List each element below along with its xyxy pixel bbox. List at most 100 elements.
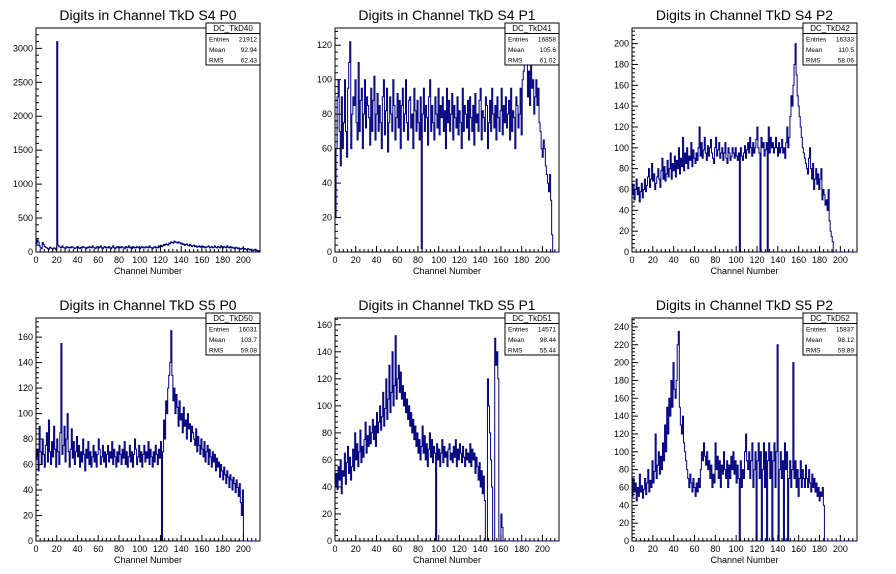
y-tick-label: 0 xyxy=(624,536,629,546)
x-tick-label: 0 xyxy=(332,255,337,265)
y-tick-label: 0 xyxy=(327,536,332,546)
x-tick-label: 120 xyxy=(749,544,764,554)
stats-value-rms: 61.02 xyxy=(540,58,557,65)
y-tick-label: 80 xyxy=(619,164,629,174)
stats-name: DC_TkD52 xyxy=(810,314,850,323)
y-tick-label: 20 xyxy=(322,213,332,223)
y-tick-label: 100 xyxy=(317,401,332,411)
y-tick-label: 0 xyxy=(624,247,629,257)
y-tick-label: 40 xyxy=(322,178,332,188)
y-tick-label: 120 xyxy=(317,40,332,50)
stats-value-rms: 55.44 xyxy=(540,348,557,355)
stats-value-rms: 58.06 xyxy=(838,58,855,65)
x-tick-label: 160 xyxy=(194,544,209,554)
y-tick-label: 100 xyxy=(18,409,33,419)
y-tick-label: 180 xyxy=(614,59,629,69)
y-tick-label: 500 xyxy=(18,213,33,223)
x-tick-label: 180 xyxy=(812,544,827,554)
histogram-line xyxy=(632,43,857,253)
x-tick-label: 60 xyxy=(93,544,103,554)
x-tick-label: 100 xyxy=(729,544,744,554)
x-tick-label: 200 xyxy=(236,255,251,265)
x-tick-label: 100 xyxy=(431,255,446,265)
x-tick-label: 20 xyxy=(648,255,658,265)
x-tick-label: 200 xyxy=(535,255,550,265)
stats-label-rms: RMS xyxy=(508,58,523,65)
y-tick-label: 3000 xyxy=(13,43,33,53)
stats-box: DC_TkD52 Entries 15837 Mean 98.12 RMS 59.89 xyxy=(802,312,858,356)
x-tick-label: 120 xyxy=(452,255,467,265)
x-tick-label: 160 xyxy=(194,255,209,265)
y-tick-label: 100 xyxy=(614,143,629,153)
stats-value-entries: 15837 xyxy=(836,327,854,334)
x-tick-label: 80 xyxy=(710,544,720,554)
x-tick-label: 180 xyxy=(514,544,529,554)
x-tick-label: 160 xyxy=(791,544,806,554)
y-tick-label: 0 xyxy=(28,247,33,257)
x-tick-label: 200 xyxy=(833,255,848,265)
y-tick-label: 60 xyxy=(322,144,332,154)
stats-label-entries: Entries xyxy=(806,37,827,44)
y-tick-label: 2000 xyxy=(13,111,33,121)
y-tick-label: 80 xyxy=(322,109,332,119)
stats-name: DC_TkD42 xyxy=(810,24,850,33)
x-tick-label: 60 xyxy=(392,255,402,265)
x-tick-label: 0 xyxy=(33,544,38,554)
y-tick-label: 60 xyxy=(23,460,33,470)
stats-box-frame xyxy=(504,22,560,66)
y-tick-label: 160 xyxy=(614,80,629,90)
x-tick-label: 40 xyxy=(669,544,679,554)
y-tick-label: 40 xyxy=(23,485,33,495)
histogram-line xyxy=(335,335,559,542)
y-tick-label: 80 xyxy=(619,465,629,475)
x-tick-label: 200 xyxy=(833,544,848,554)
histogram-panel-2: Digits in Channel TkD S4 P1 0 20 40 60 80 100 1… xyxy=(317,7,560,276)
x-tick-label: 20 xyxy=(351,544,361,554)
x-tick-label: 80 xyxy=(710,255,720,265)
y-tick-label: 1000 xyxy=(13,179,33,189)
stats-value-rms: 62.43 xyxy=(241,58,258,65)
histogram-line xyxy=(632,330,857,542)
stats-name: DC_TkD40 xyxy=(213,24,253,33)
histogram-panel-1: Digits in Channel TkD S4 P0 0 20 40 60 80 100 1… xyxy=(13,7,261,276)
y-tick-label: 20 xyxy=(23,511,33,521)
x-tick-label: 180 xyxy=(514,255,529,265)
stats-label-mean: Mean xyxy=(806,47,823,54)
stats-value-mean: 98.44 xyxy=(540,337,557,344)
chart-title: Digits in Channel TkD S4 P2 xyxy=(656,7,833,23)
y-tick-label: 140 xyxy=(614,101,629,111)
x-tick-label: 80 xyxy=(114,255,124,265)
stats-label-rms: RMS xyxy=(209,348,224,355)
x-tick-label: 120 xyxy=(153,255,168,265)
x-tick-label: 40 xyxy=(371,544,381,554)
y-tick-label: 1500 xyxy=(13,145,33,155)
y-tick-label: 120 xyxy=(18,383,33,393)
y-tick-label: 40 xyxy=(619,205,629,215)
y-tick-label: 100 xyxy=(317,75,332,85)
chart-title: Digits in Channel TkD S5 P2 xyxy=(656,297,833,313)
x-tick-label: 160 xyxy=(791,255,806,265)
histogram-panel-4: Digits in Channel TkD S5 P0 0 20 40 60 80 100 1… xyxy=(18,297,261,565)
x-tick-label: 20 xyxy=(52,544,62,554)
y-tick-label: 60 xyxy=(619,482,629,492)
chart-title: Digits in Channel TkD S5 P0 xyxy=(59,297,236,313)
y-tick-label: 160 xyxy=(614,393,629,403)
stats-label-entries: Entries xyxy=(209,37,230,44)
x-tick-label: 120 xyxy=(749,255,764,265)
stats-value-mean: 110.5 xyxy=(838,47,854,54)
x-tick-label: 100 xyxy=(132,544,147,554)
y-tick-label: 160 xyxy=(317,320,332,330)
stats-label-mean: Mean xyxy=(508,337,525,344)
x-tick-label: 60 xyxy=(392,544,402,554)
stats-value-entries: 16333 xyxy=(836,37,854,44)
y-tick-label: 100 xyxy=(614,447,629,457)
stats-value-entries: 14571 xyxy=(538,327,556,334)
x-tick-label: 120 xyxy=(153,544,168,554)
x-axis-label: Channel Number xyxy=(413,266,481,276)
stats-value-entries: 21912 xyxy=(239,37,257,44)
stats-label-entries: Entries xyxy=(508,327,529,334)
x-tick-label: 180 xyxy=(215,255,230,265)
x-tick-label: 20 xyxy=(648,544,658,554)
stats-label-rms: RMS xyxy=(806,58,821,65)
